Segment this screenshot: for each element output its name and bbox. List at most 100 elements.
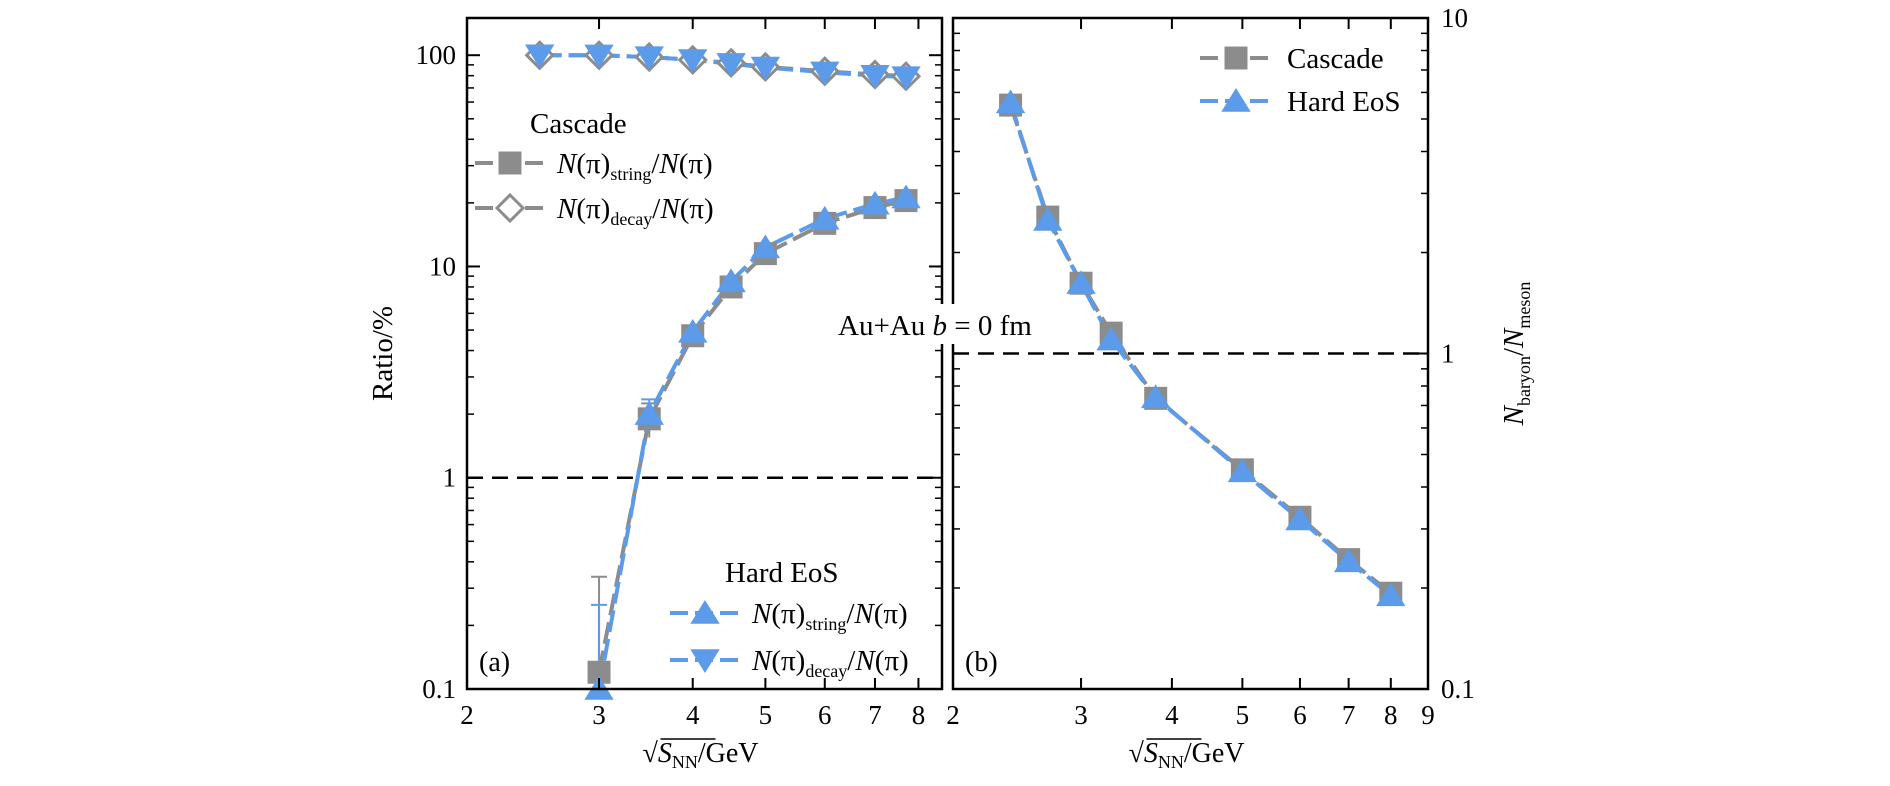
data-point [1376, 582, 1406, 607]
legend-marker [690, 600, 720, 624]
x-axis-label: √SNN/GeV [1129, 738, 1245, 772]
y-tick-label: 0.1 [1441, 674, 1475, 704]
data-point [1096, 326, 1126, 351]
y-label-sub2: meson [1514, 282, 1534, 329]
y-tick-label: 1 [443, 463, 457, 493]
data-point [678, 318, 708, 343]
data-point [1141, 384, 1171, 409]
legend-marker [498, 151, 522, 175]
y-label-n2: N [1498, 327, 1530, 349]
data-point [634, 46, 664, 71]
x-axis-label-unit: /GeV [1184, 738, 1245, 769]
legend-slash: / [847, 645, 856, 677]
y-axis-label: Nbaryon/Nmeson [1498, 282, 1534, 427]
y-tick-label: 100 [416, 40, 457, 70]
data-point [750, 234, 781, 259]
x-tick-label: 4 [686, 700, 700, 730]
x-tick-label: 3 [592, 700, 606, 730]
legend-title-cascade: Cascade [530, 108, 627, 140]
x-tick-label: 3 [1074, 700, 1088, 730]
data-point [1227, 458, 1258, 483]
x-tick-label: 8 [912, 700, 926, 730]
legend-n: N [751, 645, 773, 677]
data-point [1033, 207, 1063, 231]
y-tick-label: 10 [1441, 3, 1468, 33]
x-axis-label-sub: NN [1158, 752, 1184, 772]
data-point [584, 44, 614, 69]
legend-n2: N [853, 598, 875, 630]
x-tick-label: 9 [1421, 700, 1435, 730]
legend-n: N [751, 598, 773, 630]
data-point [1066, 270, 1096, 294]
x-tick-label: 2 [946, 700, 960, 730]
legend-den: (π) [680, 193, 714, 225]
legend-slash: / [652, 193, 661, 225]
legend-slash: / [846, 598, 855, 630]
series-line [1008, 101, 1393, 598]
data-point [995, 89, 1026, 114]
legend-sub: decay [805, 661, 847, 681]
data-point [634, 401, 664, 425]
x-axis-label-unit: /GeV [698, 738, 759, 769]
legend-label: Cascade [1287, 43, 1384, 75]
x-axis-label-var: S [658, 738, 672, 769]
sqrt-symbol: √ [1129, 738, 1145, 769]
legend-label: N(π)string/N(π) [751, 598, 908, 634]
x-tick-label: 6 [818, 700, 832, 730]
legend-sub: decay [610, 209, 652, 229]
x-tick-label: 7 [868, 700, 882, 730]
x-axis-label-var: S [1144, 738, 1158, 769]
x-tick-label: 2 [460, 700, 474, 730]
data-point [891, 184, 921, 209]
legend-label: N(π)decay/N(π) [751, 645, 909, 681]
y-label-sub1: baryon [1514, 356, 1534, 406]
annotation-backdrop [830, 304, 1056, 344]
data-point [750, 56, 781, 81]
legend-label: Hard EoS [1287, 86, 1401, 118]
y-tick-label: 1 [1441, 339, 1455, 369]
legend-marker [494, 192, 526, 224]
legend-n: N [556, 193, 578, 225]
legend-den: (π) [875, 645, 909, 677]
legend-num: (π) [771, 598, 805, 630]
plot-frame [465, 16, 944, 691]
sqrt-symbol: √ [643, 738, 659, 769]
series-line [1008, 104, 1393, 595]
data-point [860, 64, 890, 89]
legend-marker [690, 649, 720, 673]
legend-num: (π) [576, 148, 610, 180]
panel-label: (b) [965, 647, 998, 678]
data-point [524, 44, 555, 69]
panel-b: 2 3 4 5 6 7 8 90.1110(b)√SNN/GeVNbaryon/NmesonC… [946, 3, 1534, 772]
y-tick-label: 10 [429, 251, 456, 281]
legend-den: (π) [679, 148, 713, 180]
legend-marker [1221, 88, 1251, 112]
data-point [716, 53, 746, 77]
data-point [678, 49, 708, 73]
legend-num: (π) [576, 193, 610, 225]
x-tick-label: 7 [1342, 700, 1356, 730]
x-axis-label: √SNN/GeV [643, 738, 759, 772]
data-point [860, 190, 890, 215]
panel-label: (a) [479, 647, 510, 678]
legend-sub: string [610, 164, 651, 184]
series-group [1008, 101, 1393, 598]
legend-n2: N [659, 193, 681, 225]
x-tick-label: 5 [1236, 700, 1250, 730]
y-label-slash: / [1498, 347, 1530, 356]
y-label-n: N [1498, 404, 1530, 426]
x-tick-label: 5 [759, 700, 773, 730]
x-axis-label-sub: NN [672, 752, 698, 772]
legend-num: (π) [771, 645, 805, 677]
panel-a: 2 3 4 5 6 7 80.1110100(a)√SNN/GeVRatio/%Cascad… [367, 16, 944, 772]
data-point [716, 268, 746, 293]
y-axis-label: Ratio/% [367, 306, 399, 401]
data-point [810, 205, 840, 230]
annotation-text: Au+Au b = 0 fm [838, 310, 1032, 342]
legend-sub: string [805, 614, 846, 634]
legend-title-hard: Hard EoS [725, 557, 839, 589]
legend-slash: / [651, 148, 660, 180]
legend-label: N(π)decay/N(π) [556, 193, 714, 229]
legend-n2: N [658, 148, 680, 180]
